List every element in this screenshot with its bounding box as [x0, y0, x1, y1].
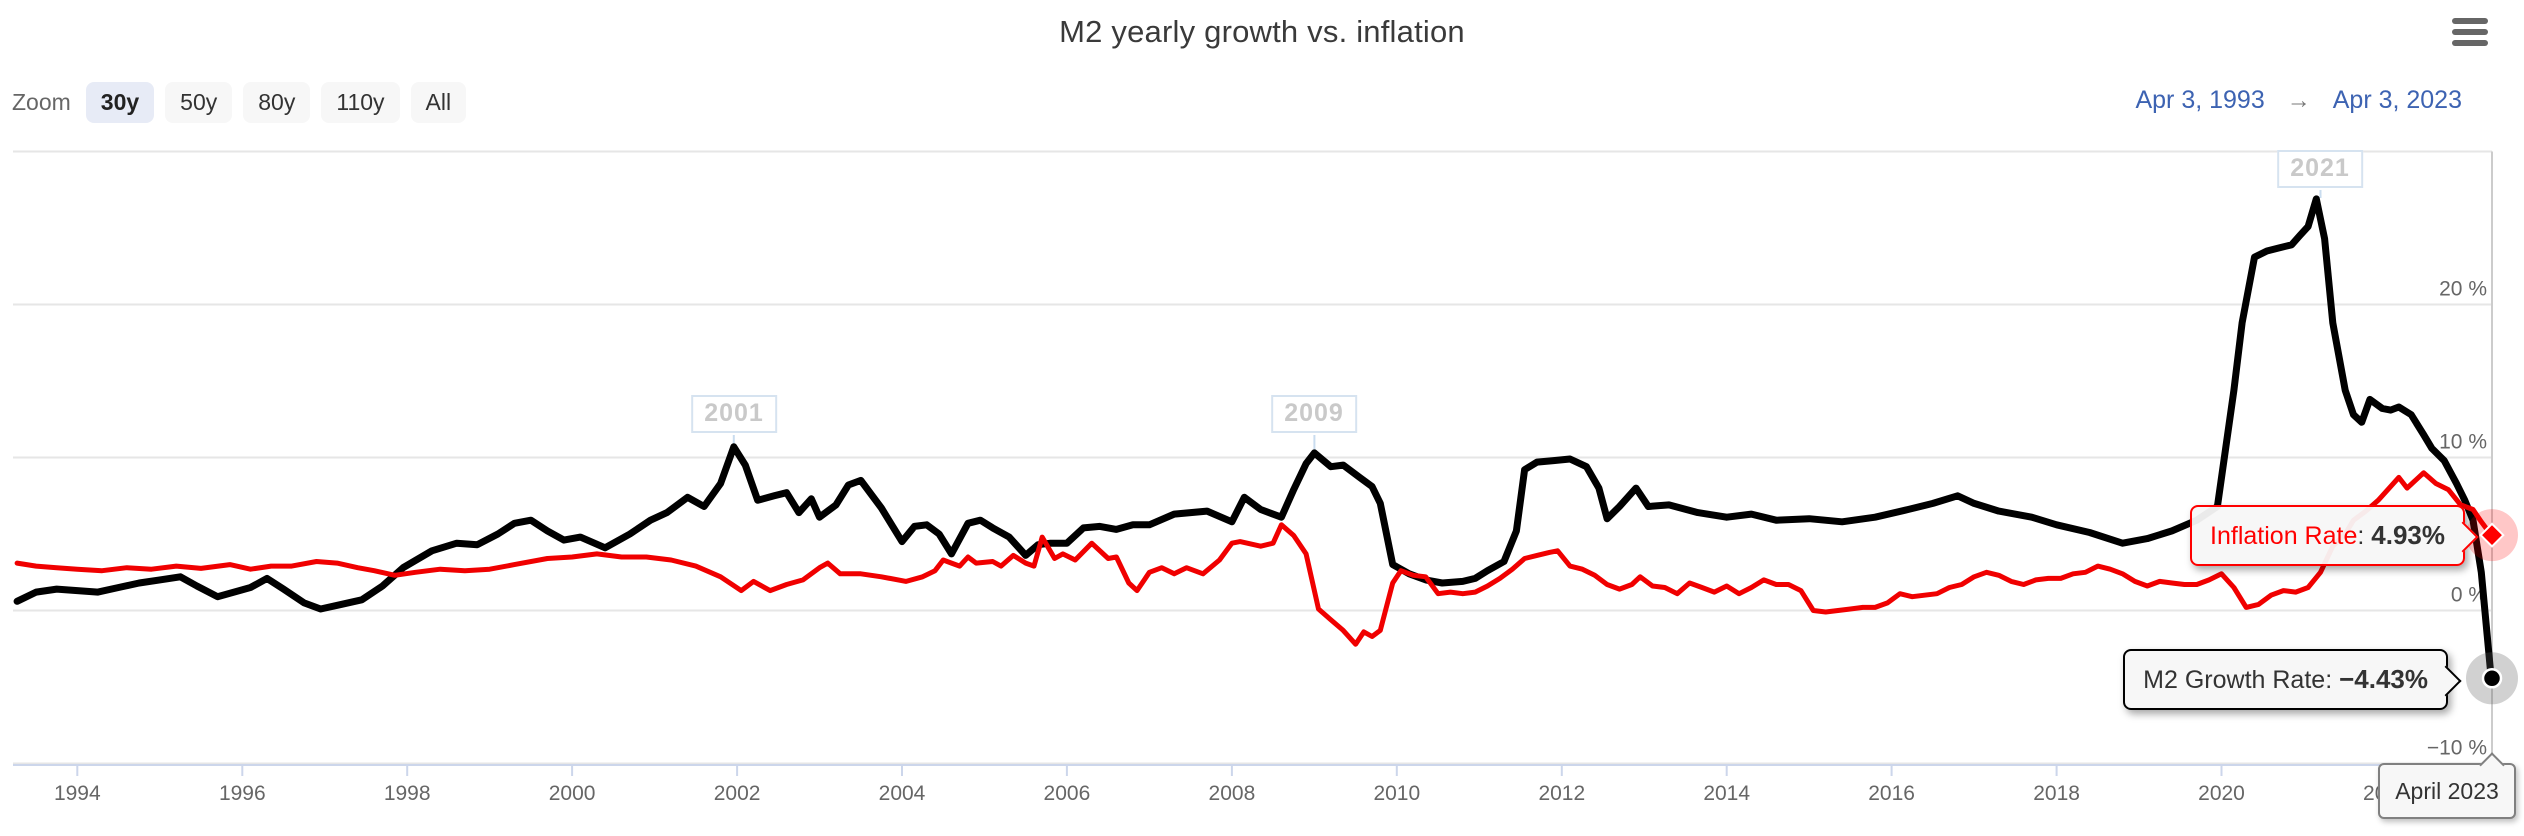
tooltip-series-label: M2 Growth Rate: [2143, 666, 2326, 694]
x-axis-label: 2004: [879, 782, 926, 805]
zoom-button-80y[interactable]: 80y: [243, 82, 311, 123]
tooltip-value: 4.93%: [2371, 520, 2445, 550]
x-axis-label: 1994: [54, 782, 101, 805]
x-axis-label: 1998: [384, 782, 431, 805]
x-axis-label: 2016: [1868, 782, 1915, 805]
zoom-button-110y[interactable]: 110y: [321, 82, 400, 123]
annotation-2009: 2009: [1271, 395, 1357, 433]
tooltip-value: −4.43%: [2339, 664, 2428, 694]
annotation-2021: 2021: [2277, 150, 2363, 188]
page-title: M2 yearly growth vs. inflation: [1059, 14, 1465, 49]
inflation-rate-line[interactable]: [14, 470, 2494, 647]
zoom-button-50y[interactable]: 50y: [165, 82, 233, 123]
zoom-button-30y[interactable]: 30y: [85, 82, 155, 123]
m2-growth-tooltip: M2 Growth Rate: −4.43%: [2123, 649, 2462, 710]
y-axis-label: −10 %: [2427, 737, 2487, 760]
m2-growth-rate-line[interactable]: [13, 195, 2495, 682]
x-axis-label: 2000: [549, 782, 596, 805]
y-axis-label: 0 %: [2451, 584, 2487, 607]
x-axis-label: 2008: [1209, 782, 1256, 805]
tooltip-series-label: Inflation Rate: [2210, 522, 2358, 550]
x-axis: 1994 1996 1998 2000 2002 2004 2006 2008 2010 2012…: [13, 764, 2492, 805]
x-axis-label: 2006: [1044, 782, 1091, 805]
m2-marker-circle: [2481, 668, 2503, 689]
x-axis-label: 2010: [1373, 782, 1420, 805]
x-axis-cursor-label: April 2023: [2378, 752, 2516, 819]
y-axis-label: 10 %: [2439, 431, 2487, 454]
y-axis-labels: 20 % 10 % 0 % −10 %: [2427, 278, 2487, 760]
annotation-2001: 2001: [691, 395, 777, 433]
x-axis-label: 2014: [1703, 782, 1750, 805]
date-from[interactable]: Apr 3, 1993: [2135, 86, 2265, 114]
inflation-marker-diamond: [2479, 522, 2505, 548]
x-axis-label: 1996: [219, 782, 266, 805]
zoom-button-all[interactable]: All: [410, 82, 467, 123]
hamburger-menu-icon[interactable]: [2452, 18, 2490, 52]
zoom-toolbar: Zoom 30y 50y 80y 110y All: [12, 82, 467, 123]
date-to[interactable]: Apr 3, 2023: [2332, 86, 2462, 114]
date-range: Apr 3, 1993 → Apr 3, 2023: [2135, 86, 2462, 115]
gridlines: [13, 150, 2492, 765]
x-axis-label: 2012: [1538, 782, 1585, 805]
x-axis-label: 2002: [714, 782, 761, 805]
range-arrow-icon: →: [2286, 86, 2311, 114]
zoom-label: Zoom: [12, 89, 71, 115]
x-axis-label: 2018: [2033, 782, 2080, 805]
y-axis-label: 20 %: [2439, 278, 2487, 301]
x-axis-label: 2020: [2198, 782, 2245, 805]
inflation-tooltip: Inflation Rate: 4.93%: [2190, 505, 2479, 566]
